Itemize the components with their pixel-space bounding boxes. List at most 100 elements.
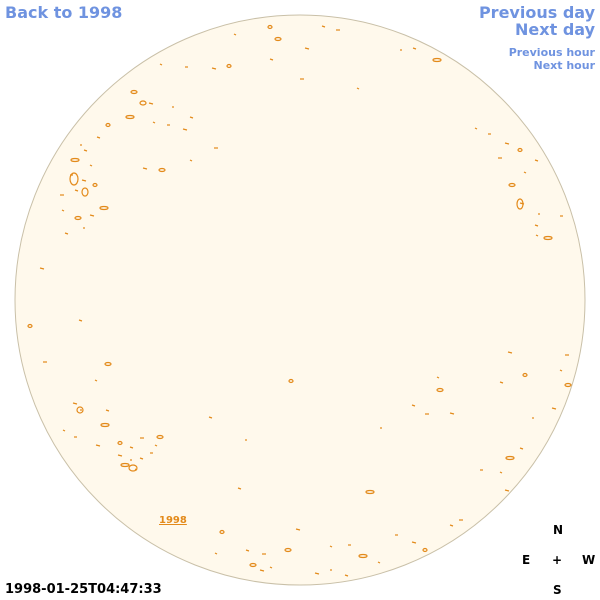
contour-mark — [559, 369, 563, 372]
contour-mark — [100, 422, 110, 428]
contour-mark — [411, 541, 417, 544]
contour-mark — [507, 351, 513, 354]
contour-mark — [130, 89, 138, 95]
contour-mark — [269, 58, 274, 61]
contour-mark — [551, 407, 557, 410]
contour-mark — [411, 404, 416, 407]
contour-mark — [543, 235, 553, 241]
contour-mark — [105, 122, 111, 128]
contour-mark — [78, 319, 83, 322]
contour-mark — [226, 63, 232, 69]
contour-mark — [89, 164, 93, 167]
contour-mark — [535, 234, 539, 237]
contour-mark — [564, 382, 572, 388]
contour-mark — [148, 102, 154, 105]
contour-mark — [117, 440, 123, 446]
contour-mark — [517, 147, 523, 153]
contour-mark — [274, 36, 282, 42]
timestamp: 1998-01-25T04:47:33 — [5, 582, 162, 597]
contour-mark — [99, 205, 109, 211]
contour-mark — [522, 372, 528, 378]
contour-mark — [436, 376, 440, 379]
contour-mark — [237, 487, 242, 490]
contour-mark — [267, 24, 273, 30]
contour-mark — [499, 381, 504, 384]
previous-day-link[interactable]: Previous day — [478, 3, 595, 22]
contour-mark — [39, 267, 45, 270]
contour-mark — [499, 471, 503, 474]
contour-loop — [139, 100, 147, 106]
contour-loop — [128, 464, 138, 472]
next-day-link[interactable]: Next day — [515, 20, 595, 39]
contour-mark — [74, 215, 82, 221]
contour-mark — [189, 159, 193, 162]
compass-west: W — [582, 553, 596, 567]
contour-mark — [534, 159, 539, 162]
contour-mark — [154, 444, 158, 447]
contour-mark — [214, 552, 218, 555]
contour-mark — [245, 549, 250, 552]
contour-mark — [412, 47, 417, 50]
contour-mark — [211, 67, 217, 70]
contour-mark — [158, 167, 166, 173]
contour-mark — [74, 189, 79, 192]
back-to-year-link[interactable]: Back to 1998 — [5, 3, 123, 22]
contour-mark — [182, 128, 188, 131]
compass-east: E — [522, 553, 531, 567]
contour-mark — [208, 416, 213, 419]
contour-mark — [519, 447, 524, 450]
magnetic-contours — [27, 24, 572, 577]
contour-mark — [95, 444, 101, 447]
contour-mark — [329, 545, 333, 548]
contour-loop — [81, 187, 89, 197]
contour-mark — [449, 524, 454, 527]
contour-mark — [436, 387, 444, 393]
contour-mark — [449, 412, 455, 415]
contour-mark — [304, 47, 310, 50]
contour-mark — [295, 528, 301, 531]
contour-mark — [269, 566, 273, 569]
contour-mark — [259, 569, 265, 572]
contour-mark — [504, 489, 510, 492]
contour-mark — [83, 149, 88, 152]
contour-loop — [76, 406, 84, 414]
contour-mark — [125, 114, 135, 120]
contour-mark — [156, 434, 164, 440]
contour-mark — [61, 209, 65, 212]
contour-mark — [321, 25, 326, 28]
previous-hour-link[interactable]: Previous hour — [508, 46, 595, 59]
contour-mark — [249, 562, 257, 568]
year-link-text[interactable]: 1998 — [159, 515, 187, 526]
contour-mark — [189, 116, 194, 119]
contour-mark — [534, 224, 539, 227]
contour-mark — [117, 454, 123, 457]
contour-mark — [62, 429, 66, 432]
contour-mark — [505, 455, 515, 461]
contour-mark — [314, 572, 320, 575]
contour-mark — [129, 446, 134, 449]
contour-mark — [523, 171, 527, 174]
contour-mark — [422, 547, 428, 553]
year-link[interactable]: 1998 — [159, 515, 187, 526]
contour-mark — [365, 489, 375, 495]
contour-mark — [344, 574, 349, 577]
compass-south: S — [553, 583, 562, 597]
contour-loop — [516, 198, 524, 210]
contour-mark — [152, 121, 156, 124]
contour-loop — [69, 172, 79, 186]
contour-mark — [92, 182, 98, 188]
contour-mark — [104, 361, 112, 367]
contour-mark — [288, 378, 294, 384]
next-hour-link[interactable]: Next hour — [533, 59, 596, 72]
contour-mark — [139, 457, 144, 460]
solar-disk-circle — [14, 14, 586, 586]
contour-mark — [94, 379, 98, 382]
contour-mark — [27, 323, 33, 329]
contour-mark — [474, 127, 478, 130]
contour-mark — [89, 214, 95, 217]
contour-mark — [142, 167, 148, 170]
compass-center: + — [552, 553, 563, 567]
contour-mark — [159, 63, 163, 66]
contour-mark — [356, 87, 360, 90]
